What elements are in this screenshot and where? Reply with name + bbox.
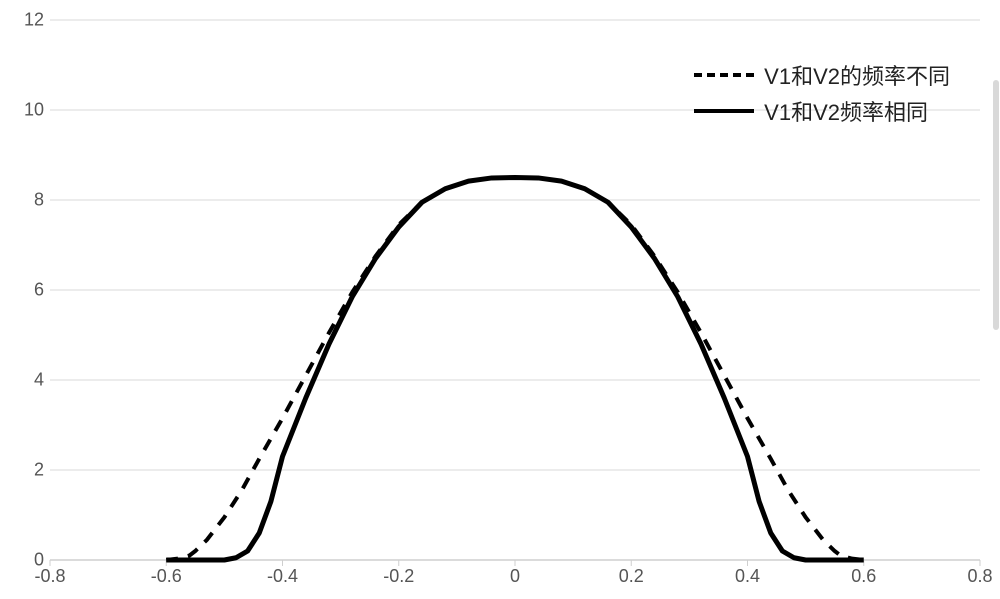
ytick-label: 4 <box>34 370 44 391</box>
xtick-label: 0.8 <box>967 566 992 587</box>
xtick-label: 0.4 <box>735 566 760 587</box>
xtick-label: -0.6 <box>151 566 182 587</box>
legend: V1和V2的频率不同 V1和V2频率相同 <box>694 55 950 131</box>
xtick-label: 0.2 <box>619 566 644 587</box>
ytick-label: 6 <box>34 280 44 301</box>
legend-item-0: V1和V2的频率不同 <box>694 59 950 91</box>
xtick-label: 0 <box>510 566 520 587</box>
legend-label-1: V1和V2频率相同 <box>764 95 928 127</box>
xtick-label: 0.6 <box>851 566 876 587</box>
legend-item-1: V1和V2频率相同 <box>694 95 950 127</box>
ytick-label: 2 <box>34 460 44 481</box>
ytick-label: 10 <box>24 100 44 121</box>
ytick-label: 8 <box>34 190 44 211</box>
chart-container: V1和V2的频率不同 V1和V2频率相同 0 2 4 6 8 10 12 -0.8 -0.6 -0… <box>0 0 1000 599</box>
xtick-label: -0.4 <box>267 566 298 587</box>
xtick-label: -0.2 <box>383 566 414 587</box>
legend-swatch-1 <box>694 109 754 113</box>
legend-swatch-0 <box>694 73 754 77</box>
scrollbar-stub <box>993 80 999 330</box>
xtick-label: -0.8 <box>34 566 65 587</box>
ytick-label: 12 <box>24 10 44 31</box>
legend-label-0: V1和V2的频率不同 <box>764 59 950 91</box>
